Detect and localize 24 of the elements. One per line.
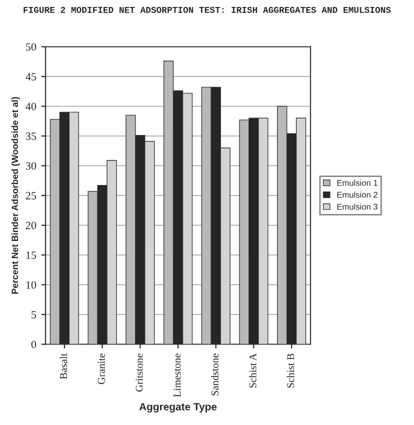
x-tick-label: Sandstone	[211, 354, 218, 396]
y-tick-label: 40	[26, 102, 36, 110]
x-tick-label: Schist B	[286, 354, 294, 388]
y-tick-label: 45	[26, 73, 36, 80]
x-tick-label: Gritstone	[136, 354, 143, 392]
x-axis-title: Aggregate Type	[139, 403, 217, 413]
x-tick-label: Schist A	[249, 353, 256, 388]
y-tick-label: 5	[32, 311, 36, 318]
y-tick-label: 30	[26, 162, 36, 170]
y-tick-label: 35	[26, 132, 36, 140]
y-tick-label: 50	[26, 43, 36, 51]
y-axis-title: Percent Net Binder Adsorbed (Woodside et al)	[11, 97, 20, 294]
y-tick-label: 15	[26, 252, 36, 259]
y-tick-label: 25	[26, 192, 36, 200]
x-tick-label: Limestone	[174, 354, 181, 397]
x-tick-label: Basalt	[60, 353, 68, 380]
y-tick-label: 20	[26, 222, 36, 230]
legend-label: Emulsion 2	[337, 192, 378, 198]
legend-label: Emulsion 1	[337, 180, 378, 186]
y-tick-label: 10	[26, 281, 36, 289]
legend-label: Emulsion 3	[337, 204, 378, 210]
y-tick-label: 0	[31, 340, 36, 348]
chart-title: FIGURE 2 MODIFIED NET ADSORPTION TEST: IRISH AGGREGATES AND EMULSIONS	[24, 6, 391, 13]
x-tick-label: Granite	[98, 354, 105, 384]
